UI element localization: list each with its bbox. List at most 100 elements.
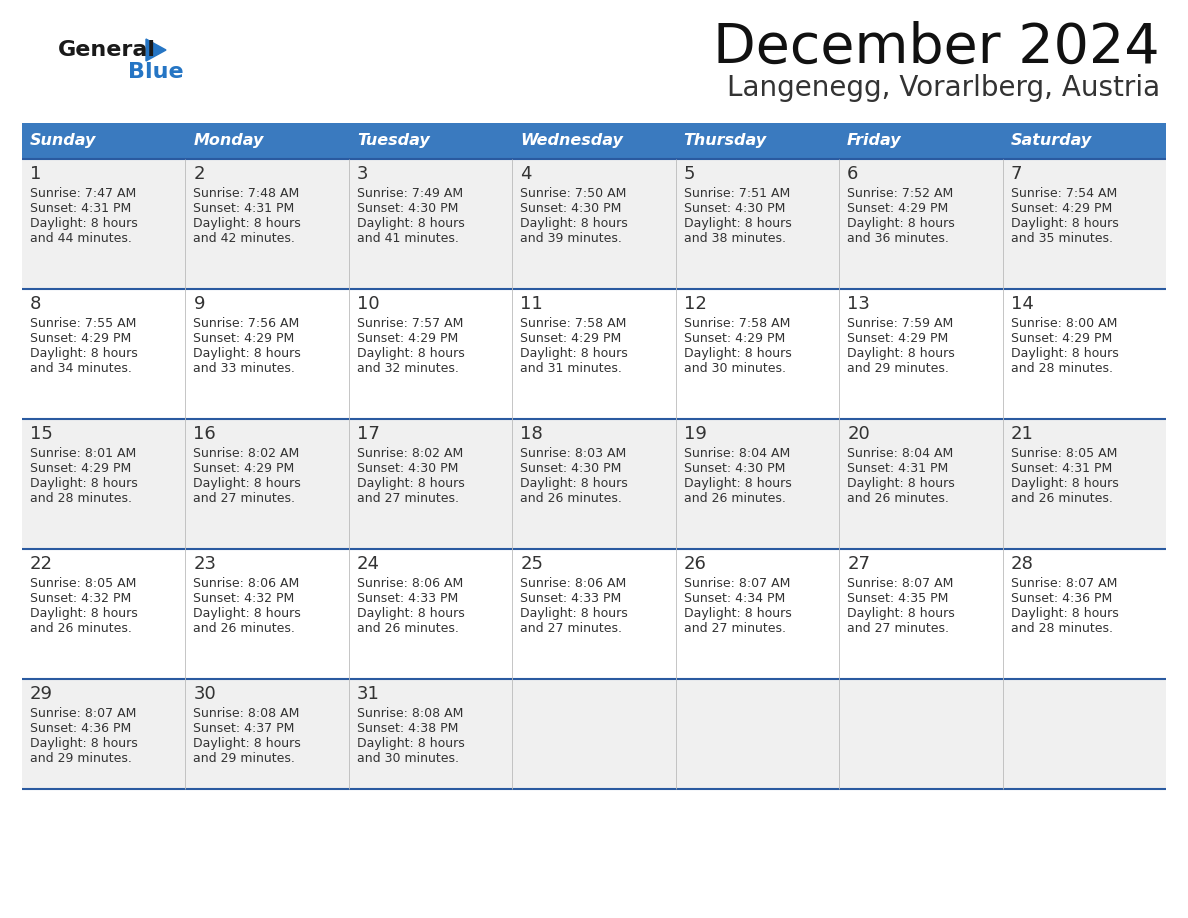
Text: Daylight: 8 hours: Daylight: 8 hours (1011, 477, 1118, 490)
Text: Sunrise: 7:59 AM: Sunrise: 7:59 AM (847, 317, 954, 330)
Text: Daylight: 8 hours: Daylight: 8 hours (194, 347, 302, 360)
Text: Sunset: 4:33 PM: Sunset: 4:33 PM (520, 592, 621, 605)
Text: Sunset: 4:29 PM: Sunset: 4:29 PM (520, 332, 621, 345)
Text: Daylight: 8 hours: Daylight: 8 hours (520, 347, 628, 360)
Text: Sunset: 4:30 PM: Sunset: 4:30 PM (356, 462, 459, 475)
Text: and 26 minutes.: and 26 minutes. (684, 492, 785, 505)
Text: and 30 minutes.: and 30 minutes. (684, 362, 785, 375)
Text: Daylight: 8 hours: Daylight: 8 hours (1011, 217, 1118, 230)
Text: 2: 2 (194, 165, 204, 183)
Text: Daylight: 8 hours: Daylight: 8 hours (194, 737, 302, 750)
Text: Sunrise: 7:58 AM: Sunrise: 7:58 AM (520, 317, 626, 330)
Text: 26: 26 (684, 555, 707, 573)
Text: and 27 minutes.: and 27 minutes. (847, 622, 949, 635)
Text: Daylight: 8 hours: Daylight: 8 hours (194, 217, 302, 230)
Text: Sunrise: 8:06 AM: Sunrise: 8:06 AM (194, 577, 299, 590)
Text: Sunset: 4:31 PM: Sunset: 4:31 PM (847, 462, 948, 475)
Bar (23, 419, 1165, 549)
Text: Daylight: 8 hours: Daylight: 8 hours (30, 347, 138, 360)
Bar (23, 289, 1165, 419)
Text: 17: 17 (356, 425, 380, 443)
Text: Sunrise: 7:47 AM: Sunrise: 7:47 AM (30, 187, 137, 200)
Text: 25: 25 (520, 555, 543, 573)
Text: and 44 minutes.: and 44 minutes. (30, 232, 132, 245)
Text: 21: 21 (1011, 425, 1034, 443)
Text: Monday: Monday (194, 133, 264, 149)
Text: Daylight: 8 hours: Daylight: 8 hours (356, 607, 465, 620)
Text: 9: 9 (194, 295, 204, 313)
Text: Langenegg, Vorarlberg, Austria: Langenegg, Vorarlberg, Austria (727, 74, 1159, 102)
Text: and 39 minutes.: and 39 minutes. (520, 232, 623, 245)
Text: Sunrise: 7:54 AM: Sunrise: 7:54 AM (1011, 187, 1117, 200)
Text: Tuesday: Tuesday (356, 133, 430, 149)
Text: and 27 minutes.: and 27 minutes. (684, 622, 785, 635)
Text: 1: 1 (30, 165, 42, 183)
Text: and 26 minutes.: and 26 minutes. (30, 622, 132, 635)
Text: 20: 20 (847, 425, 870, 443)
Text: Daylight: 8 hours: Daylight: 8 hours (684, 477, 791, 490)
Text: Daylight: 8 hours: Daylight: 8 hours (356, 347, 465, 360)
Text: Sunset: 4:32 PM: Sunset: 4:32 PM (30, 592, 131, 605)
Text: 31: 31 (356, 685, 380, 703)
Text: Friday: Friday (847, 133, 902, 149)
Text: Sunset: 4:36 PM: Sunset: 4:36 PM (30, 722, 131, 735)
Text: and 41 minutes.: and 41 minutes. (356, 232, 459, 245)
Text: Sunset: 4:29 PM: Sunset: 4:29 PM (30, 332, 131, 345)
Text: 12: 12 (684, 295, 707, 313)
Text: and 27 minutes.: and 27 minutes. (194, 492, 296, 505)
Text: Daylight: 8 hours: Daylight: 8 hours (847, 607, 955, 620)
Text: and 28 minutes.: and 28 minutes. (1011, 622, 1113, 635)
Text: Daylight: 8 hours: Daylight: 8 hours (847, 347, 955, 360)
Text: Sunrise: 7:48 AM: Sunrise: 7:48 AM (194, 187, 299, 200)
Text: Daylight: 8 hours: Daylight: 8 hours (520, 217, 628, 230)
Text: Sunrise: 8:05 AM: Sunrise: 8:05 AM (30, 577, 137, 590)
Text: 18: 18 (520, 425, 543, 443)
Text: 8: 8 (30, 295, 42, 313)
Text: Daylight: 8 hours: Daylight: 8 hours (520, 477, 628, 490)
Text: General: General (58, 40, 156, 60)
Text: Daylight: 8 hours: Daylight: 8 hours (847, 477, 955, 490)
Text: 23: 23 (194, 555, 216, 573)
Text: Daylight: 8 hours: Daylight: 8 hours (847, 217, 955, 230)
Text: and 26 minutes.: and 26 minutes. (847, 492, 949, 505)
Text: Sunrise: 7:49 AM: Sunrise: 7:49 AM (356, 187, 463, 200)
Text: Sunset: 4:35 PM: Sunset: 4:35 PM (847, 592, 948, 605)
Text: 5: 5 (684, 165, 695, 183)
Text: Sunset: 4:36 PM: Sunset: 4:36 PM (1011, 592, 1112, 605)
Text: Sunrise: 8:02 AM: Sunrise: 8:02 AM (194, 447, 299, 460)
Text: Sunset: 4:31 PM: Sunset: 4:31 PM (30, 202, 131, 215)
Text: and 26 minutes.: and 26 minutes. (356, 622, 459, 635)
Text: Blue: Blue (128, 62, 184, 82)
Text: Sunset: 4:30 PM: Sunset: 4:30 PM (684, 202, 785, 215)
Text: Sunrise: 8:07 AM: Sunrise: 8:07 AM (684, 577, 790, 590)
Text: 16: 16 (194, 425, 216, 443)
Text: and 27 minutes.: and 27 minutes. (356, 492, 459, 505)
Text: and 29 minutes.: and 29 minutes. (30, 752, 132, 765)
Text: Sunset: 4:29 PM: Sunset: 4:29 PM (356, 332, 459, 345)
Text: and 27 minutes.: and 27 minutes. (520, 622, 623, 635)
Text: 27: 27 (847, 555, 870, 573)
Text: Sunset: 4:33 PM: Sunset: 4:33 PM (356, 592, 459, 605)
Text: Sunset: 4:34 PM: Sunset: 4:34 PM (684, 592, 785, 605)
Text: Daylight: 8 hours: Daylight: 8 hours (356, 217, 465, 230)
Text: Sunset: 4:29 PM: Sunset: 4:29 PM (847, 332, 948, 345)
Text: Sunrise: 7:57 AM: Sunrise: 7:57 AM (356, 317, 463, 330)
Text: Daylight: 8 hours: Daylight: 8 hours (30, 607, 138, 620)
Text: 4: 4 (520, 165, 532, 183)
Text: Sunset: 4:38 PM: Sunset: 4:38 PM (356, 722, 459, 735)
Text: Sunrise: 7:55 AM: Sunrise: 7:55 AM (30, 317, 137, 330)
Bar (23, 549, 1165, 679)
Text: and 34 minutes.: and 34 minutes. (30, 362, 132, 375)
Text: and 26 minutes.: and 26 minutes. (1011, 492, 1112, 505)
Text: and 31 minutes.: and 31 minutes. (520, 362, 623, 375)
Text: Sunset: 4:29 PM: Sunset: 4:29 PM (1011, 202, 1112, 215)
Text: and 42 minutes.: and 42 minutes. (194, 232, 296, 245)
Text: Sunrise: 8:07 AM: Sunrise: 8:07 AM (847, 577, 954, 590)
Text: 24: 24 (356, 555, 380, 573)
Text: Sunset: 4:29 PM: Sunset: 4:29 PM (194, 462, 295, 475)
Text: Daylight: 8 hours: Daylight: 8 hours (1011, 347, 1118, 360)
Text: Sunset: 4:30 PM: Sunset: 4:30 PM (520, 462, 621, 475)
Bar (23, 679, 1165, 789)
Text: December 2024: December 2024 (713, 21, 1159, 75)
Text: Daylight: 8 hours: Daylight: 8 hours (30, 217, 138, 230)
